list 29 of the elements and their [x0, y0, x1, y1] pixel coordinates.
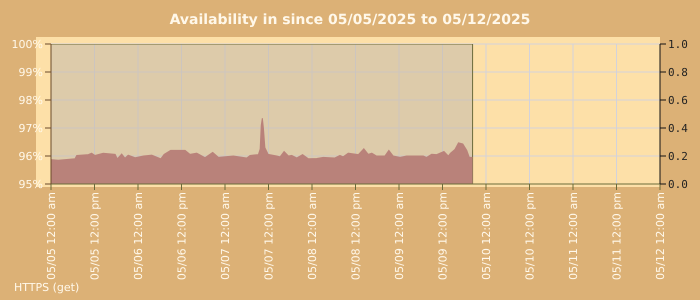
x-tick-label: 05/05 12:00 am [44, 192, 58, 280]
x-tick-label: 05/12 12:00 am [654, 192, 667, 280]
y2-tick-label: 0.8 [668, 66, 688, 79]
x-tick-label: 05/09 12:00 am [392, 192, 406, 280]
y2-tick-label: 0.6 [668, 94, 688, 107]
x-tick-label: 05/08 12:00 pm [349, 192, 362, 280]
x-tick-label: 05/10 12:00 pm [523, 192, 536, 280]
text: HTTPS (get) [14, 281, 80, 294]
y-tick-label: 97% [18, 122, 43, 135]
x-tick-label: 05/07 12:00 pm [262, 192, 276, 280]
y2-tick-label: 0.0 [668, 178, 688, 191]
x-tick-label: 05/11 12:00 pm [610, 192, 624, 280]
x-tick-label: 05/06 12:00 pm [175, 192, 188, 280]
y2-tick-label: 0.2 [668, 150, 688, 163]
x-tick-label: 05/11 12:00 am [566, 192, 580, 280]
y2-tick-label: 0.4 [668, 122, 688, 135]
chart-title: Availability in since 05/05/2025 to 05/12/2025 [168, 12, 532, 28]
y-tick-label: 98% [18, 94, 43, 107]
y-tick-label: 95% [18, 178, 43, 191]
x-tick-label: 05/06 12:00 am [132, 192, 145, 280]
y2-tick-label: 1.0 [668, 38, 688, 51]
x-tick-label: 05/08 12:00 am [306, 192, 319, 280]
x-tick-label: 05/05 12:00 pm [88, 192, 102, 280]
y-tick-label: 99% [18, 66, 43, 79]
x-tick-label: 05/10 12:00 am [480, 192, 493, 280]
y-tick-label: 96% [18, 150, 43, 163]
x-tick-label: 05/09 12:00 pm [436, 192, 450, 280]
x-tick-label: 05/07 12:00 am [218, 192, 232, 280]
y-tick-label: 100% [12, 38, 43, 51]
